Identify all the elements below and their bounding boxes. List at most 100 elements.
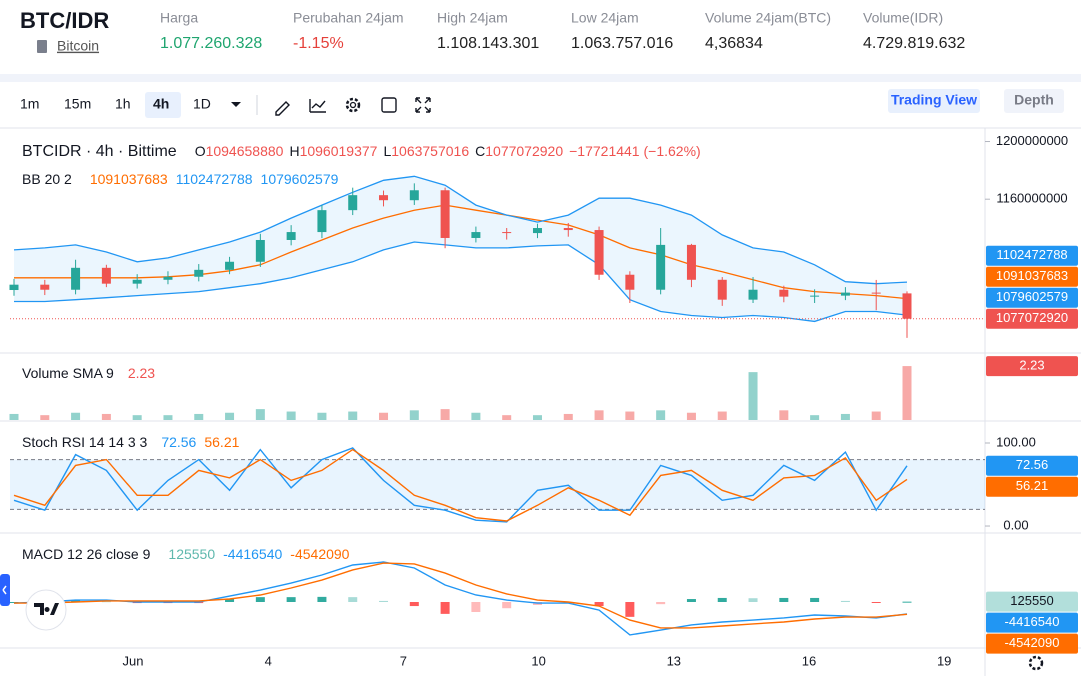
stat-value: 1.108.143.301 — [437, 35, 539, 52]
volume-bar — [225, 412, 235, 420]
active-interval-bg — [145, 92, 181, 118]
histogram-bar — [656, 601, 666, 605]
symbol: BTC/IDR — [20, 8, 109, 33]
interval[interactable]: 1m — [20, 96, 39, 112]
histogram-bar — [317, 596, 327, 602]
legend-value: -4416540 — [223, 546, 282, 562]
caret[interactable] — [231, 102, 241, 107]
volume-bar — [40, 415, 50, 420]
stat-label: High 24jam — [437, 10, 508, 26]
legend-value: 72.56 — [161, 434, 196, 450]
interval[interactable]: 15m — [64, 96, 91, 112]
volume-bar — [686, 412, 696, 420]
axis-value-bg — [986, 591, 1078, 612]
coin-link[interactable]: Bitcoin — [57, 38, 99, 54]
legend: MACD 12 26 close 9 125550 -4416540 -4542090 — [22, 546, 350, 562]
change: −17721441 (−1.62%) — [569, 143, 701, 159]
candle-body — [594, 230, 604, 275]
x-tick-label: 4 — [265, 653, 272, 668]
axis-value-bg — [986, 476, 1078, 497]
candle-body — [840, 292, 850, 296]
histogram-bar — [440, 601, 450, 614]
indicator-icon[interactable] — [309, 99, 326, 113]
interval[interactable]: 1h — [115, 96, 131, 112]
histogram-bar — [471, 601, 481, 612]
histogram-bar — [717, 597, 727, 602]
legend-value: 1102472788 — [176, 171, 253, 187]
legend-value: 1091037683 — [90, 171, 168, 187]
axis-value: 1102472788 — [996, 247, 1067, 262]
legend-value: 56.21 — [204, 434, 239, 450]
volume-bar — [502, 415, 512, 420]
stat-value: -1.15% — [293, 35, 344, 52]
candle-body — [409, 190, 419, 201]
volume-bar — [348, 411, 358, 420]
volume-bar — [625, 411, 635, 420]
candle-body — [163, 276, 173, 280]
candle-body — [348, 195, 358, 211]
chart: 1160000000 1200000000 BTCIDR · 4h · Bittim… — [9, 133, 1078, 668]
histogram-bar — [409, 601, 419, 607]
view-button[interactable]: Depth — [1014, 92, 1054, 108]
side-tab[interactable] — [0, 574, 10, 606]
candle-body — [471, 232, 481, 238]
stat-label: Volume 24jam(BTC) — [705, 10, 831, 26]
candle-body — [194, 269, 204, 277]
volume-bar — [810, 415, 820, 420]
candle-body — [686, 244, 696, 280]
volume-bar — [748, 372, 758, 420]
ohlc-value: 1077072920 — [485, 143, 563, 159]
histogram-bar — [255, 597, 265, 602]
draw-icon[interactable] — [275, 101, 290, 116]
volume-bar — [656, 410, 666, 420]
y-tick-label: 1200000000 — [996, 133, 1068, 148]
save-icon[interactable] — [381, 97, 397, 113]
histogram-bar — [348, 597, 358, 602]
candle-body — [255, 239, 265, 262]
legend-name: MACD 12 26 close 9 — [22, 546, 151, 562]
axis-settings[interactable] — [1028, 655, 1044, 671]
view-button[interactable]: Trading View — [891, 92, 977, 108]
legend-value: 2.23 — [128, 365, 155, 381]
volume-bar — [717, 411, 727, 420]
candle-body — [440, 190, 450, 238]
candle-body — [502, 232, 512, 234]
settings-icon[interactable] — [345, 97, 361, 113]
y-tick-label: 1160000000 — [996, 191, 1067, 206]
candle-body — [379, 195, 389, 201]
volume-bar — [440, 409, 450, 420]
volume-bar — [101, 413, 111, 420]
volume-bar — [563, 413, 573, 420]
volume-bar — [779, 410, 789, 420]
stoch-line — [13, 447, 908, 523]
histogram-bar — [225, 599, 235, 602]
axis-value: 1091037683 — [996, 268, 1068, 283]
fullscreen-icon[interactable] — [415, 97, 431, 113]
candle-body — [532, 228, 542, 234]
axis-value-bg — [986, 245, 1078, 266]
interval[interactable]: 1D — [193, 96, 211, 112]
stat-value: 1.063.757.016 — [571, 35, 673, 52]
candle-body — [779, 289, 789, 297]
stat-label: Low 24jam — [571, 10, 639, 26]
volume-bar — [317, 412, 327, 420]
volume-bar — [409, 410, 419, 420]
legend-title: BTCIDR · 4h · Bittime — [22, 143, 177, 160]
interval[interactable]: 4h — [153, 96, 169, 112]
histogram-bar — [840, 600, 850, 602]
volume-bar — [471, 412, 481, 420]
settings-icon-core — [349, 101, 357, 109]
x-tick-label: 16 — [802, 653, 816, 668]
stats: Harga 1.077.260.328 Perubahan 24jam -1.15% H… — [160, 10, 965, 53]
divider — [0, 74, 1081, 82]
tv-logo-mark — [34, 603, 59, 615]
legend-name: Volume SMA 9 — [22, 365, 114, 381]
histogram-bar — [810, 597, 820, 602]
stat-value: 4.729.819.632 — [863, 35, 965, 52]
x-tick-label: Jun — [123, 653, 144, 668]
candle-body — [9, 284, 19, 291]
macd-line — [14, 562, 908, 629]
volume-bar — [163, 415, 173, 420]
histogram-bar — [902, 601, 912, 603]
volume-bar — [902, 366, 912, 420]
